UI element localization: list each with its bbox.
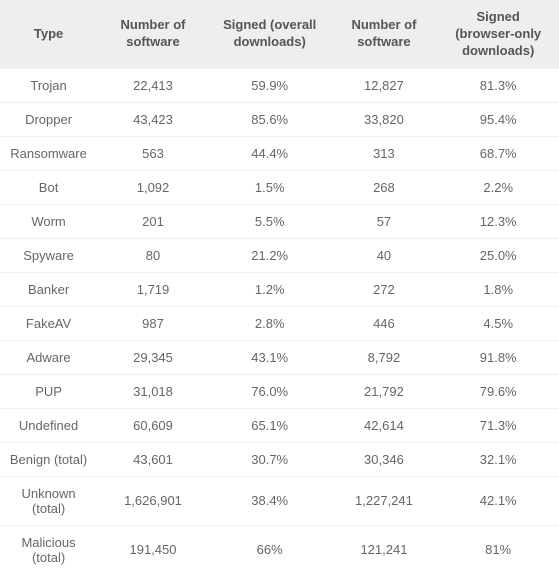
table-row: Banker1,7191.2%2721.8% [0,272,559,306]
table-cell: Spyware [0,238,97,272]
table-cell: 43,423 [97,102,209,136]
table-cell: 32.1% [437,442,559,476]
table-cell: 1,092 [97,170,209,204]
col-header-signed1: Signed (overall downloads) [209,0,331,69]
table-cell: 1,719 [97,272,209,306]
table-cell: 1.2% [209,272,331,306]
table-cell: 563 [97,136,209,170]
col-header-signed2: Signed (browser-only downloads) [437,0,559,69]
table-cell: 66% [209,525,331,574]
table-row: Unknown (total)1,626,90138.4%1,227,24142… [0,476,559,525]
table-cell: 1,227,241 [330,476,437,525]
table-cell: 30,346 [330,442,437,476]
table-cell: Unknown (total) [0,476,97,525]
table-cell: 33,820 [330,102,437,136]
table-cell: 272 [330,272,437,306]
table-cell: 43.1% [209,340,331,374]
table-row: Spyware8021.2%4025.0% [0,238,559,272]
table-row: Undefined60,60965.1%42,61471.3% [0,408,559,442]
table-cell: 2.2% [437,170,559,204]
table-cell: 81.3% [437,69,559,103]
table-cell: 42.1% [437,476,559,525]
table-cell: 76.0% [209,374,331,408]
table-cell: Banker [0,272,97,306]
table-cell: 68.7% [437,136,559,170]
table-cell: Bot [0,170,97,204]
table-cell: Worm [0,204,97,238]
table-cell: Undefined [0,408,97,442]
table-cell: 95.4% [437,102,559,136]
table-cell: 201 [97,204,209,238]
table-cell: 1.8% [437,272,559,306]
table-cell: FakeAV [0,306,97,340]
table-cell: 38.4% [209,476,331,525]
table-row: Ransomware56344.4%31368.7% [0,136,559,170]
table-cell: 60,609 [97,408,209,442]
table-cell: 40 [330,238,437,272]
table-cell: 59.9% [209,69,331,103]
table-body: Trojan22,41359.9%12,82781.3%Dropper43,42… [0,69,559,574]
table-cell: Benign (total) [0,442,97,476]
table-cell: 12,827 [330,69,437,103]
table-cell: 22,413 [97,69,209,103]
header-row: Type Number of software Signed (overall … [0,0,559,69]
table-cell: PUP [0,374,97,408]
table-head: Type Number of software Signed (overall … [0,0,559,69]
table-cell: 121,241 [330,525,437,574]
table-cell: 21,792 [330,374,437,408]
table-cell: 44.4% [209,136,331,170]
table-cell: 987 [97,306,209,340]
table-row: Benign (total)43,60130.7%30,34632.1% [0,442,559,476]
col-header-num1: Number of software [97,0,209,69]
table-cell: 8,792 [330,340,437,374]
table-cell: 2.8% [209,306,331,340]
table-cell: 57 [330,204,437,238]
table-row: PUP31,01876.0%21,79279.6% [0,374,559,408]
col-header-type: Type [0,0,97,69]
table-cell: 43,601 [97,442,209,476]
table-cell: 25.0% [437,238,559,272]
table-cell: Dropper [0,102,97,136]
table-cell: 4.5% [437,306,559,340]
table-cell: 313 [330,136,437,170]
table-row: Malicious (total)191,45066%121,24181% [0,525,559,574]
table-cell: 1,626,901 [97,476,209,525]
table-cell: 42,614 [330,408,437,442]
table-cell: Adware [0,340,97,374]
table-cell: 268 [330,170,437,204]
table-row: Adware29,34543.1%8,79291.8% [0,340,559,374]
table-cell: 80 [97,238,209,272]
table-cell: 91.8% [437,340,559,374]
table-cell: 30.7% [209,442,331,476]
table-cell: 79.6% [437,374,559,408]
table-cell: 12.3% [437,204,559,238]
table-cell: 85.6% [209,102,331,136]
table-cell: 5.5% [209,204,331,238]
table-cell: 191,450 [97,525,209,574]
table-cell: 65.1% [209,408,331,442]
table-cell: 21.2% [209,238,331,272]
table-cell: 446 [330,306,437,340]
table-row: Dropper43,42385.6%33,82095.4% [0,102,559,136]
table-cell: 81% [437,525,559,574]
table-row: Bot1,0921.5%2682.2% [0,170,559,204]
table-cell: 31,018 [97,374,209,408]
col-header-num2: Number of software [330,0,437,69]
table-cell: Ransomware [0,136,97,170]
table-cell: Malicious (total) [0,525,97,574]
software-signing-table: Type Number of software Signed (overall … [0,0,559,574]
table-cell: 71.3% [437,408,559,442]
table-cell: 1.5% [209,170,331,204]
table-row: Worm2015.5%5712.3% [0,204,559,238]
table-row: Trojan22,41359.9%12,82781.3% [0,69,559,103]
table-cell: Trojan [0,69,97,103]
table-cell: 29,345 [97,340,209,374]
data-table: Type Number of software Signed (overall … [0,0,559,574]
table-row: FakeAV9872.8%4464.5% [0,306,559,340]
